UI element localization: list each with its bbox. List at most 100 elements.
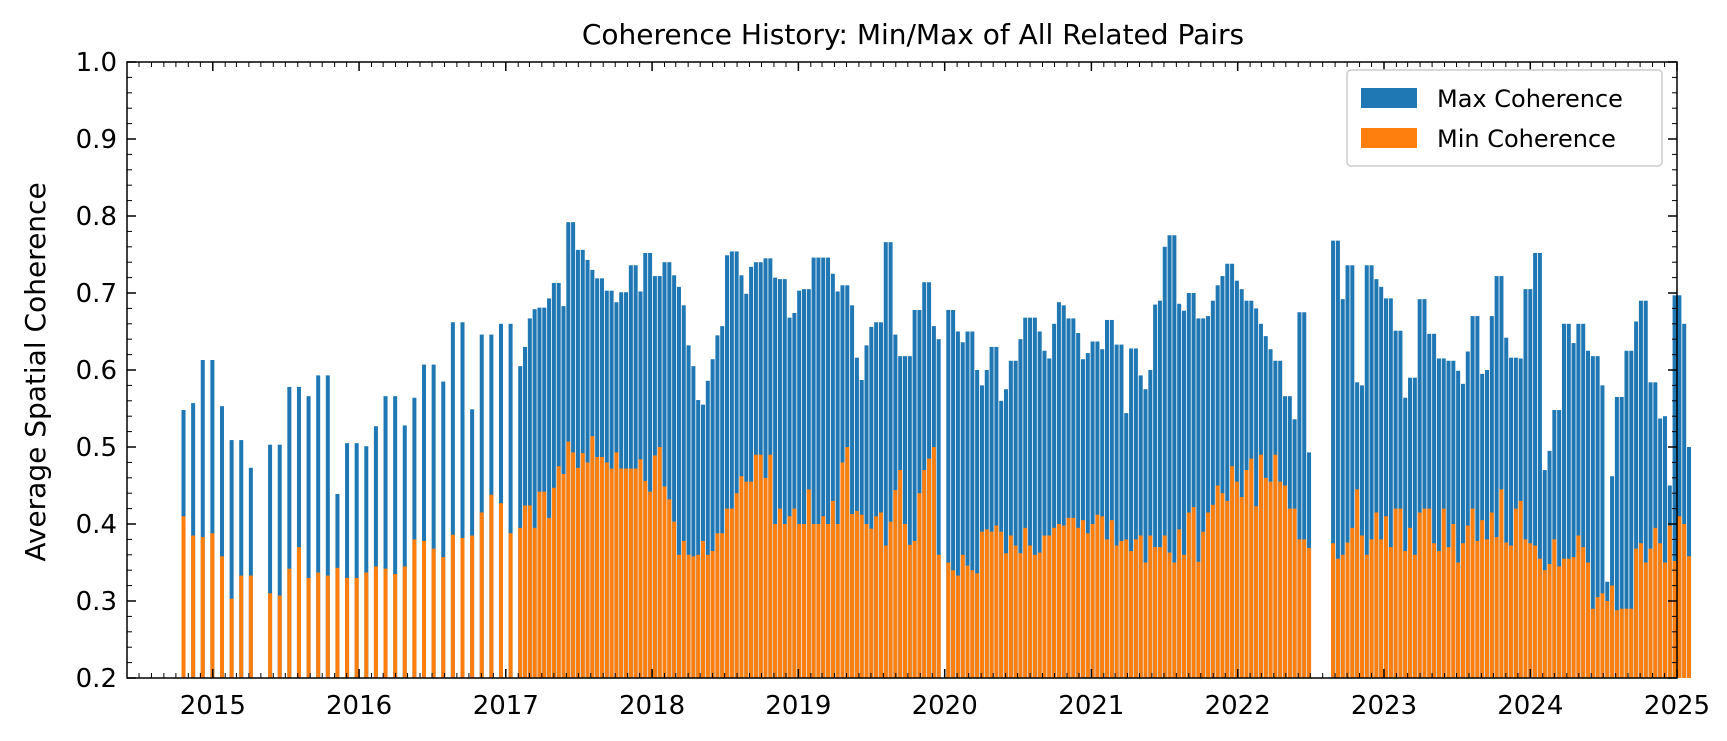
min-coherence-bar (1638, 543, 1643, 678)
min-coherence-bar (431, 548, 436, 678)
max-coherence-bar (773, 277, 778, 678)
min-coherence-bars (181, 436, 1692, 678)
min-coherence-bar (1268, 481, 1273, 678)
min-coherence-bar (1307, 547, 1312, 678)
max-coherence-bar (806, 289, 811, 678)
min-coherence-bar (1278, 481, 1283, 678)
min-coherence-bar (994, 525, 999, 678)
min-coherence-bar (248, 575, 253, 678)
min-coherence-bar (1523, 539, 1528, 678)
min-coherence-bar (1417, 512, 1422, 678)
min-coherence-bar (1571, 557, 1576, 678)
min-coherence-bar (1398, 508, 1403, 678)
min-coherence-bar (1485, 539, 1490, 678)
min-coherence-bar (1687, 556, 1692, 678)
min-coherence-bar (965, 565, 970, 678)
max-coherence-bar (1114, 344, 1119, 678)
max-coherence-bar (518, 366, 523, 678)
max-coherence-bar (1157, 300, 1162, 678)
min-coherence-bar (979, 531, 984, 678)
max-coherence-bar (1436, 358, 1441, 678)
min-coherence-bar (1595, 597, 1600, 678)
min-coherence-bar (609, 468, 614, 678)
min-coherence-bar (826, 524, 831, 678)
min-coherence-bar (1263, 477, 1268, 678)
max-coherence-bar (460, 322, 465, 678)
max-coherence-bar (1143, 389, 1148, 678)
max-coherence-bar (989, 346, 994, 678)
min-coherence-bar (1662, 562, 1667, 678)
max-coherence-bar (821, 257, 826, 678)
min-coherence-bar (1610, 585, 1615, 678)
min-coherence-bar (1658, 543, 1663, 678)
min-coherence-bar (1201, 531, 1206, 678)
max-coherence-bar (1210, 300, 1215, 678)
max-coherence-bar (936, 339, 941, 678)
min-coherence-bar (325, 575, 330, 678)
max-coherence-bar (816, 257, 821, 678)
max-coherence-bar (792, 313, 797, 678)
max-coherence-bar (777, 279, 782, 678)
max-coherence-bar (734, 251, 739, 679)
min-coherence-bar (768, 454, 773, 678)
min-coherence-bar (1114, 545, 1119, 678)
min-coherence-bar (393, 574, 398, 678)
min-coherence-bar (1379, 539, 1384, 678)
min-coherence-bar (1446, 547, 1451, 678)
max-coherence-bar (864, 345, 869, 678)
max-coherence-bar (749, 266, 754, 678)
min-coherence-bar (662, 486, 667, 678)
min-coherence-bar (1018, 553, 1023, 678)
max-coherence-bar (1167, 235, 1172, 678)
max-coherence-bar (1133, 348, 1138, 678)
max-coherence-bar (364, 446, 369, 678)
min-coherence-bar (614, 452, 619, 678)
min-coherence-bar (1080, 520, 1085, 678)
max-coherence-bar (1485, 370, 1490, 678)
max-coherence-bar (1451, 360, 1456, 678)
max-coherence-bar (960, 342, 965, 678)
min-coherence-bar (479, 512, 484, 678)
max-coherence-bar (1624, 350, 1629, 678)
max-coherence-bar (1393, 330, 1398, 678)
min-coherence-bar (1254, 506, 1259, 678)
max-coherence-bar (229, 440, 234, 678)
max-coherence-bar (1105, 319, 1110, 678)
min-coherence-bar (1133, 539, 1138, 678)
min-coherence-bar (705, 554, 710, 678)
min-coherence-bar (1427, 508, 1432, 678)
max-coherence-bar (1456, 370, 1461, 678)
min-coherence-bar (604, 462, 609, 678)
max-coherence-bar (551, 282, 556, 678)
min-coherence-bar (710, 550, 715, 678)
min-coherence-bar (729, 508, 734, 678)
min-coherence-bar (801, 524, 806, 678)
min-coherence-bar (1561, 558, 1566, 678)
max-coherence-bar (883, 242, 888, 678)
max-coherence-bar (643, 252, 648, 678)
max-coherence-bar (1076, 333, 1081, 678)
min-coherence-bar (1465, 525, 1470, 678)
max-coherence-bar (984, 370, 989, 678)
max-coherence-bar (1662, 416, 1667, 678)
min-coherence-bar (648, 491, 653, 678)
min-coherence-bar (518, 527, 523, 678)
min-coherence-bar (590, 436, 595, 678)
min-coherence-bar (200, 537, 205, 678)
max-coherence-bar (1066, 318, 1071, 678)
min-coherence-bar (1359, 535, 1364, 678)
max-coherence-bar (1403, 397, 1408, 678)
max-coherence-bar (412, 397, 417, 678)
min-coherence-bar (1052, 527, 1057, 678)
min-coherence-bar (1629, 608, 1634, 678)
max-coherence-bar (1129, 348, 1134, 678)
min-coherence-bar (191, 535, 196, 678)
min-coherence-bar (628, 468, 633, 678)
max-coherence-bar (527, 318, 532, 678)
min-coherence-bar (782, 524, 787, 678)
max-coherence-bar (1004, 389, 1009, 678)
max-coherence-bar (1177, 303, 1182, 678)
min-coherence-bar (657, 447, 662, 678)
min-coherence-bar (960, 554, 965, 678)
min-coherence-bar (1124, 539, 1129, 678)
